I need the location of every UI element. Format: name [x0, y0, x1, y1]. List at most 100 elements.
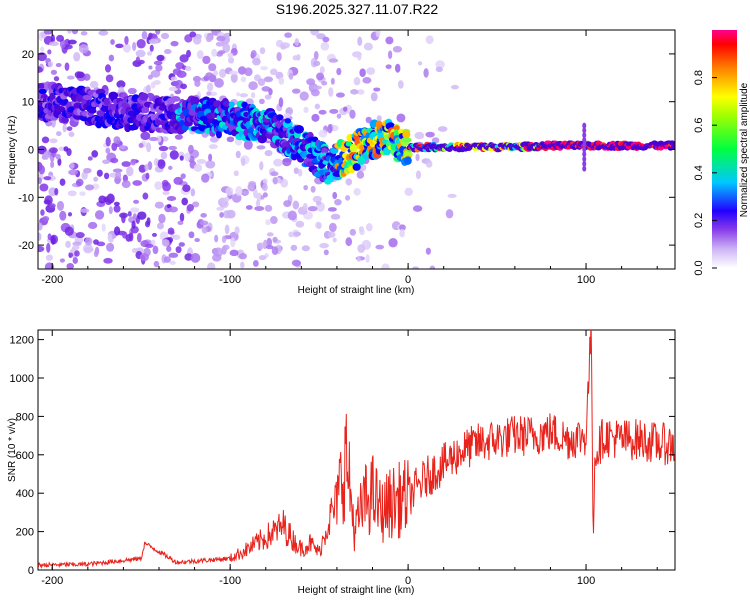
spectrogram-cell	[178, 119, 186, 127]
spectrogram-cell	[108, 206, 113, 215]
spectrogram-cell	[81, 171, 88, 180]
spectrogram-cell	[67, 39, 77, 45]
spectrogram-cell	[133, 199, 140, 204]
spectrogram-cell	[145, 172, 150, 180]
spectrogram-cell	[273, 158, 283, 167]
spectrogram-cell	[65, 240, 71, 249]
spectrogram-cell	[192, 201, 200, 208]
snr-x-label: Height of straight line (km)	[298, 585, 415, 596]
spectrogram-cell	[278, 77, 285, 85]
spectrogram-cell	[298, 169, 303, 177]
spectrogram-cell	[329, 108, 339, 114]
spectrogram-cell	[43, 30, 53, 35]
spectrogram-cell	[397, 80, 404, 89]
spectrogram-cell	[245, 205, 253, 210]
colorbar-ticks: 0.0 0.2 0.4 0.6 0.8	[693, 70, 717, 276]
spectrogram-cell	[56, 131, 62, 137]
spectrogram-cell	[206, 91, 212, 96]
spectrogram-cell	[257, 78, 266, 86]
spectrogram-cell	[49, 138, 58, 144]
spectrogram-cell	[169, 150, 179, 160]
spectrogram-cell	[176, 72, 182, 77]
spectrogram-cell	[83, 73, 91, 81]
spectrogram-cell	[252, 57, 261, 66]
y-tick-label: 800	[16, 411, 34, 423]
spectrogram-cell	[227, 52, 234, 58]
spectrogram-cell	[373, 87, 381, 92]
x-tick-label: -100	[219, 575, 241, 587]
spectrogram-cell	[163, 48, 172, 55]
spectrogram-cell	[375, 30, 381, 38]
spectrogram-cell	[399, 228, 405, 238]
spectrogram-cell	[363, 42, 373, 51]
spectrogram-cell	[327, 231, 336, 238]
spectrogram-cell	[131, 247, 138, 254]
spectrogram-cell	[423, 68, 429, 78]
colorbar-tick-label: 0.0	[693, 260, 705, 275]
spectrogram-cell	[250, 50, 257, 58]
spectrogram-cell	[224, 224, 230, 235]
spectrogram-cell	[276, 51, 282, 62]
spectrogram-cell	[316, 222, 322, 229]
spectrogram-cell	[259, 98, 265, 105]
spectrogram-cell	[290, 244, 298, 251]
spectrogram-cell	[43, 176, 52, 181]
spectrogram-cell	[148, 38, 159, 45]
spectrogram-cell	[387, 50, 393, 60]
spectrogram-cell	[113, 204, 121, 213]
spectrogram-cell	[116, 80, 126, 89]
spectrogram-cell	[301, 245, 310, 252]
spectrogram-cell	[248, 180, 257, 187]
spectrogram-cell	[157, 159, 166, 169]
spectrogram-cell	[264, 150, 273, 157]
spectrogram-cell	[209, 136, 219, 143]
spectrogram-cell	[55, 106, 66, 113]
spectrogram-cell	[357, 36, 363, 47]
spectrogram-cell	[56, 200, 65, 211]
spectrogram-cell	[153, 157, 159, 167]
x-tick-label: 100	[577, 575, 595, 587]
spectrogram-cell	[53, 76, 60, 82]
y-tick-label: 600	[16, 450, 34, 462]
spectrogram-cell	[112, 168, 123, 173]
spectrogram-cell	[193, 163, 203, 172]
spectrogram-cell	[129, 232, 134, 242]
spectrogram-cell	[38, 222, 43, 231]
snr-x-ticks: -200 -100 0 100	[41, 330, 658, 587]
spectrogram-cell	[425, 131, 435, 138]
spectrogram-cell	[314, 103, 321, 110]
y-tick-label: 20	[22, 49, 34, 61]
colorbar: 0.0 0.2 0.4 0.6 0.8 Normalized spectral ampl…	[693, 30, 750, 276]
spectrogram-cell	[100, 105, 110, 112]
spectrogram-cell	[242, 190, 249, 196]
spectrogram-cell	[115, 43, 124, 49]
spectrogram-cell	[216, 35, 226, 42]
spectrogram-cell	[147, 51, 153, 56]
spectrogram-cell	[256, 145, 266, 150]
spectrogram-cell	[343, 106, 348, 112]
spectrogram-cell	[207, 262, 216, 269]
spectrogram-cell	[330, 77, 335, 85]
spectrogram-cell	[271, 246, 279, 255]
spectrogram-cell	[336, 67, 342, 76]
spectrogram-cell	[582, 136, 587, 143]
spectrogram-cell	[94, 210, 105, 220]
spectrogram-cell	[358, 226, 364, 233]
spectrogram-cell	[248, 81, 258, 91]
spectrogram-cell	[582, 132, 587, 139]
spectrogram-cell	[132, 41, 137, 51]
spectrogram-cell	[284, 32, 293, 38]
spectrogram-cell	[160, 32, 170, 40]
spectrogram-cell	[196, 50, 204, 60]
spectrogram-cell	[78, 44, 89, 54]
spectrogram-cell	[188, 231, 195, 239]
y-tick-label: 400	[16, 488, 34, 500]
spectrogram-cell	[375, 244, 385, 250]
spectrogram-cell	[168, 206, 178, 213]
spectrogram-cell	[190, 252, 201, 263]
spectrogram-cell	[385, 64, 392, 70]
spectrogram-cell	[415, 153, 420, 162]
spectrogram-cell	[328, 222, 337, 233]
snr-y-ticks: 0 200 400 600 800 1000 1200	[10, 335, 675, 577]
